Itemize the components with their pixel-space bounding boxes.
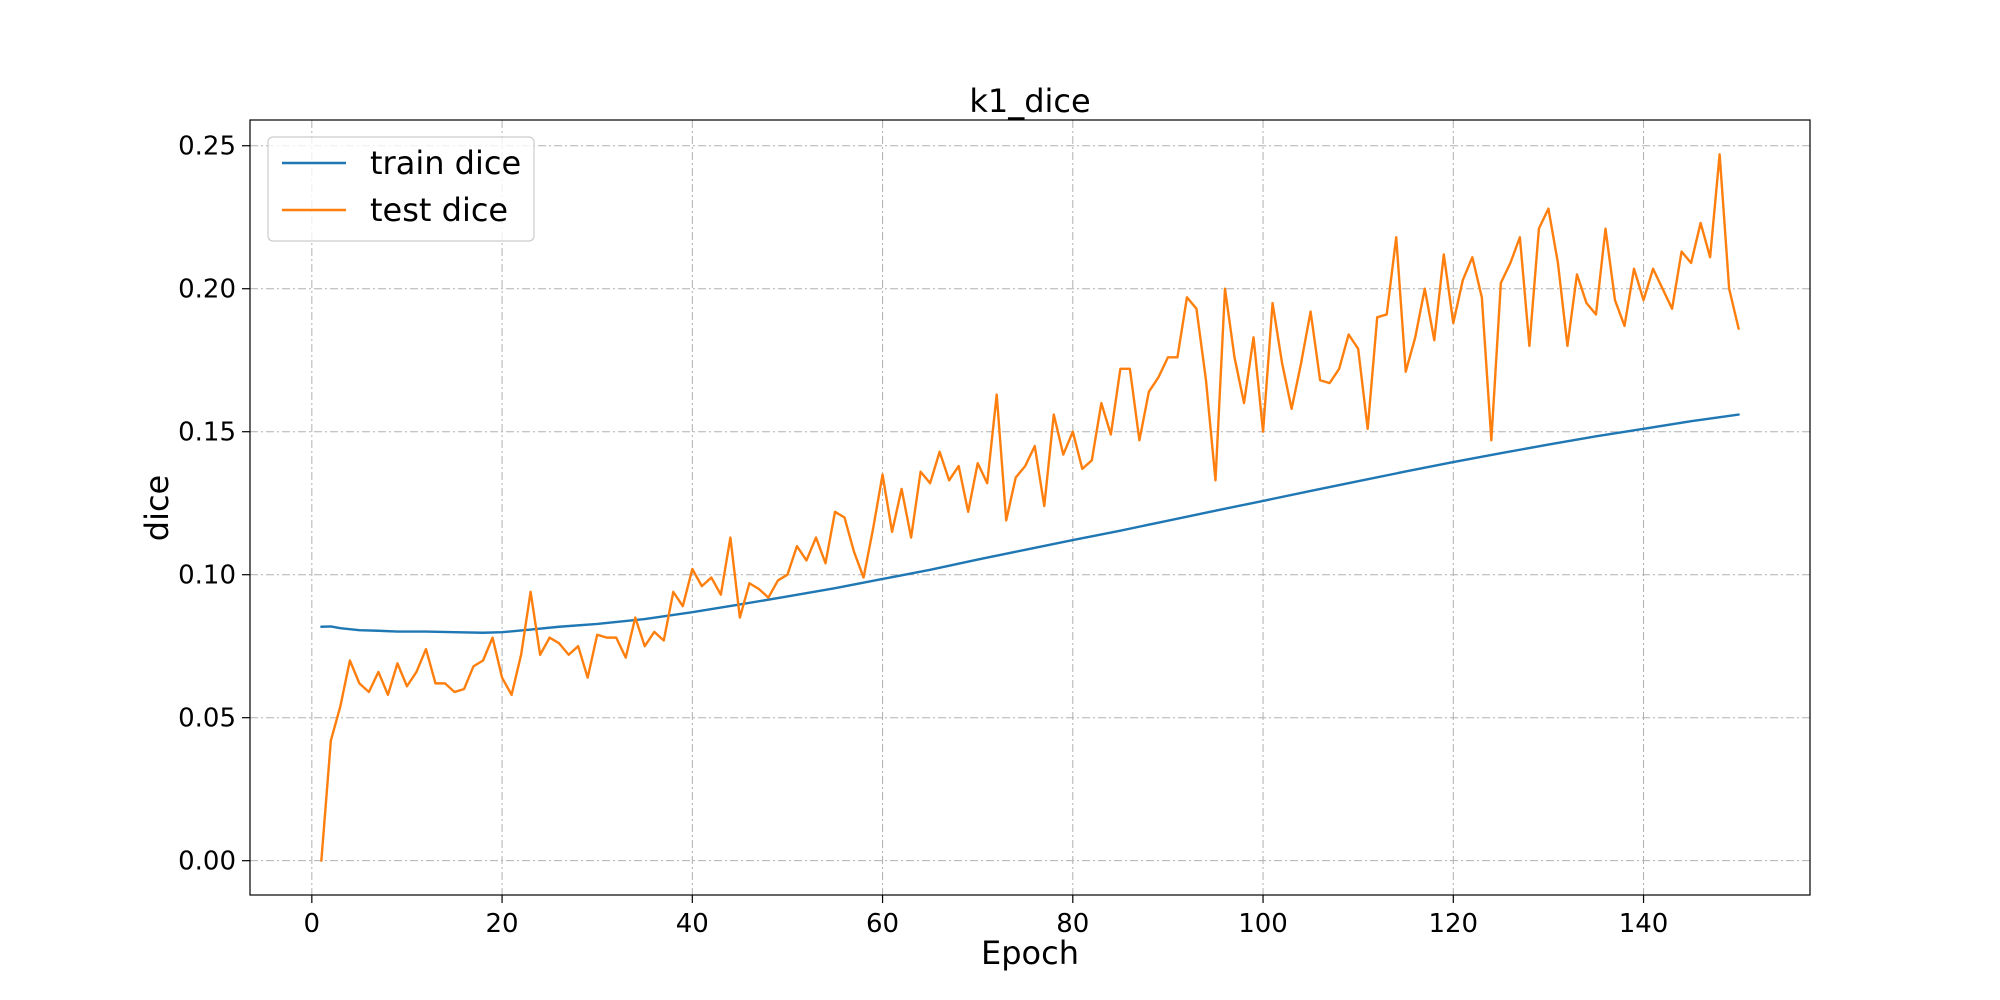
grid (250, 120, 1810, 895)
series-line-test-dice (320, 153, 1740, 862)
y-tick-label: 0.15 (178, 418, 236, 448)
y-tick-label: 0.25 (178, 132, 236, 162)
x-tick-label: 40 (676, 909, 709, 939)
x-axis-label: Epoch (981, 934, 1079, 972)
plot-frame (249, 119, 1811, 896)
x-tick-label: 120 (1428, 909, 1478, 939)
legend-label-train-dice: train dice (370, 144, 521, 182)
x-tick-label: 140 (1619, 909, 1669, 939)
series-layer (320, 153, 1740, 862)
x-tick-label: 80 (1056, 909, 1089, 939)
y-tick-label: 0.00 (178, 847, 236, 877)
legend-label-test-dice: test dice (370, 191, 508, 229)
x-tick-label: 0 (304, 909, 321, 939)
chart-title: k1_dice (969, 82, 1090, 120)
y-tick-label: 0.10 (178, 561, 236, 591)
x-tick-label: 60 (866, 909, 899, 939)
y-axis-label: dice (138, 475, 176, 541)
y-tick-label: 0.05 (178, 704, 236, 734)
x-axis-ticks: 0 20 40 60 80 100 120 140 (304, 895, 1669, 939)
y-axis-ticks: 0.00 0.05 0.10 0.15 0.20 0.25 (178, 132, 250, 877)
x-tick-label: 20 (486, 909, 519, 939)
x-tick-label: 100 (1238, 909, 1288, 939)
y-tick-label: 0.20 (178, 275, 236, 305)
legend: train dice test dice (267, 136, 535, 242)
series-line-train-dice (320, 413, 1740, 634)
plot-area-background (250, 120, 1810, 895)
